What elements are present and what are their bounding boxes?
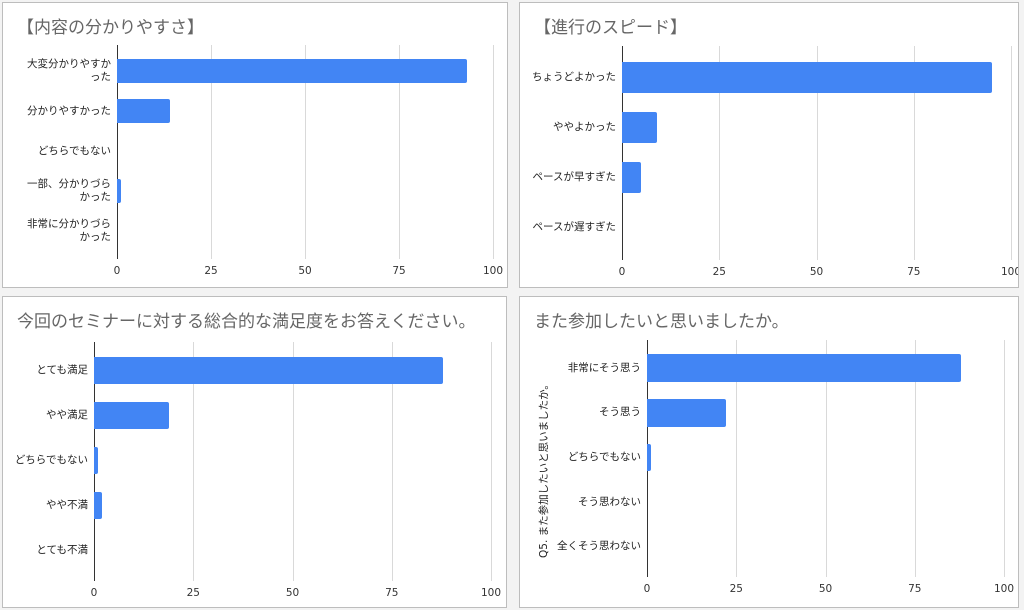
grid-line — [211, 45, 212, 259]
bar — [94, 446, 98, 475]
bar — [94, 356, 444, 385]
bar — [647, 399, 726, 427]
x-tick-label: 75 — [908, 583, 922, 595]
chart-panel: 【内容の分かりやすさ】 0 25 50 75 100 大変分かりやすかった分かりやすかったど… — [2, 2, 508, 288]
category-label: 分かりやすかった — [27, 104, 111, 117]
category-label: とても満足 — [36, 364, 88, 376]
category-label: ややよかった — [553, 120, 616, 133]
category-label: どちらでもない — [567, 451, 641, 463]
chart-panel: 今回のセミナーに対する総合的な満足度をお答えください。 0 25 50 75 100 とても… — [2, 296, 507, 608]
grid-line — [1004, 340, 1005, 577]
chart-title: 【内容の分かりやすさ】 — [17, 18, 204, 38]
chart-title: 【進行のスピード】 — [534, 18, 687, 38]
category-label: どちらでもない — [14, 454, 88, 466]
x-tick-label: 0 — [113, 265, 121, 277]
grid-line — [825, 340, 827, 577]
x-tick-label: 25 — [204, 265, 218, 277]
x-tick-label: 75 — [385, 587, 399, 599]
x-tick-label: 100 — [1000, 266, 1018, 278]
x-tick-label: 50 — [285, 587, 300, 599]
grid-line — [816, 46, 818, 260]
category-label: とても不満 — [36, 544, 88, 556]
category-label: 非常に分かりづらかった — [27, 218, 111, 243]
bar — [622, 161, 642, 193]
x-tick-label: 0 — [618, 266, 626, 278]
x-tick-label: 100 — [480, 587, 502, 599]
grid-line — [391, 342, 393, 581]
grid-line — [736, 340, 738, 577]
bar — [94, 401, 170, 430]
grid-line — [292, 342, 294, 581]
x-tick-label: 50 — [809, 266, 824, 278]
axis-line — [622, 46, 623, 260]
grid-line — [913, 46, 915, 260]
category-label: そう思う — [599, 406, 641, 419]
bar — [117, 178, 121, 204]
category-label: やや不満 — [46, 499, 88, 511]
category-label: やや満足 — [46, 409, 88, 421]
category-label: 非常にそう思う — [567, 361, 641, 374]
grid-line — [719, 46, 721, 260]
category-label: どちらでもない — [37, 144, 111, 157]
category-label: ペースが遅すぎた — [532, 220, 616, 233]
chart-title: 今回のセミナーに対する総合的な満足度をお答えください。 — [17, 312, 476, 332]
category-label: 全くそう思わない — [557, 540, 641, 553]
category-label: 一部、分かりづらかった — [27, 178, 111, 203]
grid-line — [491, 342, 492, 581]
y-axis-label: Q5. また参加したいと思いましたか。 — [538, 378, 550, 558]
category-label: ペースが早すぎた — [532, 170, 616, 183]
x-tick-label: 100 — [482, 265, 504, 277]
x-tick-label: 50 — [818, 583, 833, 595]
grid-line — [305, 45, 306, 259]
grid-line — [914, 340, 916, 577]
x-tick-label: 75 — [907, 266, 921, 278]
grid-line — [1011, 46, 1012, 260]
x-tick-label: 75 — [392, 265, 406, 277]
bar — [117, 98, 170, 124]
axis-line — [117, 45, 118, 259]
chart-title: また参加したいと思いましたか。 — [534, 312, 789, 332]
bar — [117, 58, 467, 84]
x-tick-label: 25 — [729, 583, 743, 595]
category-label: ちょうどよかった — [532, 70, 616, 83]
grid-line — [399, 45, 400, 259]
category-label: 大変分かりやすかった — [27, 58, 111, 83]
chart-panel: また参加したいと思いましたか。 0 25 50 75 100 非常にそう思うそう思うどちらで… — [519, 296, 1019, 608]
x-tick-label: 25 — [186, 587, 200, 599]
x-tick-label: 0 — [90, 587, 98, 599]
x-tick-label: 25 — [712, 266, 726, 278]
bar — [647, 354, 962, 383]
bar — [622, 111, 657, 143]
category-label: そう思わない — [578, 495, 641, 508]
bar — [647, 443, 651, 472]
bar — [94, 491, 102, 520]
grid-line — [193, 342, 195, 581]
x-tick-label: 50 — [298, 265, 312, 277]
chart-panel: 【進行のスピード】 0 25 50 75 100 ちょうどよかったややよかったペースが早すぎ… — [519, 2, 1019, 288]
grid-line — [493, 45, 494, 259]
x-tick-label: 0 — [643, 583, 651, 595]
bar — [622, 61, 992, 93]
x-tick-label: 100 — [993, 583, 1015, 595]
